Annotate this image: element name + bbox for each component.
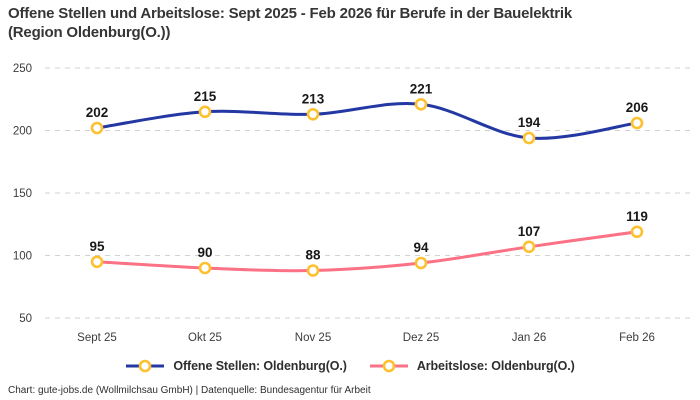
data-point-marker-s1-3 xyxy=(414,256,428,270)
data-point-marker-s1-0 xyxy=(90,255,104,269)
x-tick-label-6: Feb 26 xyxy=(619,332,655,344)
legend-swatch-arbeitslose-icon xyxy=(369,359,408,373)
data-point-label-s0-2: 213 xyxy=(302,91,325,106)
legend-label-offene-stellen: Offene Stellen: Oldenburg(O.) xyxy=(173,359,347,373)
data-point-label-s0-5: 206 xyxy=(626,100,649,115)
legend-item-arbeitslose[interactable]: Arbeitslose: Oldenburg(O.) xyxy=(369,359,575,373)
chart-source-attribution: Chart: gute-jobs.de (Wollmilchsau GmbH) … xyxy=(8,385,371,396)
y-tick-label-250: 250 xyxy=(13,63,32,75)
legend-item-offene-stellen[interactable]: Offene Stellen: Oldenburg(O.) xyxy=(125,359,347,373)
data-point-marker-s1-4 xyxy=(522,240,536,254)
data-point-label-s1-3: 94 xyxy=(413,240,429,255)
data-point-label-s0-3: 221 xyxy=(410,81,433,96)
data-point-label-s1-1: 90 xyxy=(197,245,212,260)
line-chart: 50 100 150 200 250 Sept 25 Okt 25 Nov 25 Dez 25 J… xyxy=(13,63,692,344)
x-tick-label-4: Dez 25 xyxy=(403,332,439,344)
series-line-1 xyxy=(95,230,639,273)
y-tick-label-50: 50 xyxy=(19,313,32,325)
data-point-marker-s0-5 xyxy=(630,116,644,130)
x-tick-label-1: Sept 25 xyxy=(77,332,117,344)
chart-title-line-1: Offene Stellen und Arbeitslose: Sept 202… xyxy=(8,5,573,22)
y-tick-label-150: 150 xyxy=(13,188,32,200)
series-line-0 xyxy=(95,102,639,140)
legend-label-arbeitslose: Arbeitslose: Oldenburg(O.) xyxy=(416,359,575,373)
data-point-label-s1-2: 88 xyxy=(305,248,321,263)
legend-swatch-offene-stellen-icon xyxy=(126,359,165,373)
x-tick-label-2: Okt 25 xyxy=(188,332,222,344)
chart-title: Offene Stellen und Arbeitslose: Sept 202… xyxy=(8,4,696,42)
data-point-label-s0-1: 215 xyxy=(194,89,217,104)
data-point-marker-s1-2 xyxy=(306,264,320,277)
data-point-marker-s1-5 xyxy=(630,225,644,239)
y-tick-label-100: 100 xyxy=(13,251,32,263)
data-point-marker-s0-4 xyxy=(522,131,536,145)
y-tick-label-200: 200 xyxy=(13,126,32,138)
chart-title-line-2: (Region Oldenburg(O.)) xyxy=(8,24,171,41)
data-point-marker-s0-3 xyxy=(414,97,428,111)
x-tick-label-3: Nov 25 xyxy=(295,332,331,344)
data-point-label-s0-0: 202 xyxy=(86,105,109,120)
data-point-marker-s0-0 xyxy=(90,121,104,135)
plot-area: 50 100 150 200 250 Sept 25 Okt 25 Nov 25 Dez 25 J… xyxy=(0,55,700,347)
data-point-label-s0-4: 194 xyxy=(518,115,541,130)
data-point-marker-s0-2 xyxy=(306,107,320,121)
x-tick-label-5: Jan 26 xyxy=(512,332,547,344)
chart-legend: Offene Stellen: Oldenburg(O.) Arbeitslos… xyxy=(0,359,700,373)
data-point-marker-s0-1 xyxy=(198,105,212,119)
data-point-label-s1-4: 107 xyxy=(518,224,541,239)
data-point-label-s1-0: 95 xyxy=(89,239,105,254)
data-point-marker-s1-1 xyxy=(198,261,212,275)
data-point-label-s1-5: 119 xyxy=(626,209,648,224)
